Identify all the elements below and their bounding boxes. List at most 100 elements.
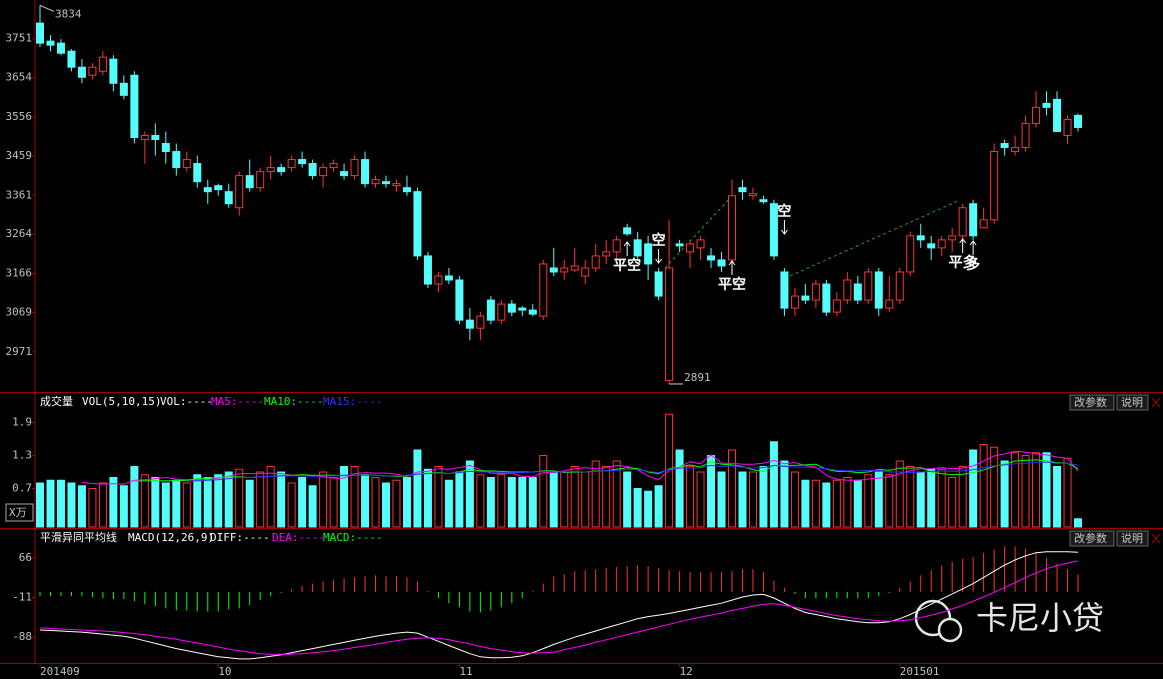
candle-body (161, 143, 170, 153)
candle-body (235, 175, 244, 209)
macd-line (39, 560, 1079, 655)
x-tick-label: 201501 (900, 665, 940, 678)
volume-bar (518, 477, 527, 528)
candle-body (214, 185, 223, 191)
candle-body (402, 187, 411, 193)
candle-body (1074, 114, 1082, 128)
candle-body (937, 239, 946, 249)
candle-body (507, 303, 516, 313)
volume-bar (759, 466, 768, 528)
volume-bar (88, 488, 97, 528)
candle-body (287, 159, 296, 169)
candle-body (67, 50, 76, 68)
y-tick-label: 0.7 (12, 482, 32, 495)
candle-body (224, 191, 233, 205)
candle-body (717, 259, 726, 267)
candle-body (549, 267, 558, 273)
candle-body (728, 195, 736, 261)
candle-body (423, 255, 432, 285)
candle-body (602, 251, 611, 257)
volume-bar (423, 468, 432, 528)
candle-body (245, 175, 254, 189)
volume-bar (843, 477, 852, 528)
close-icon[interactable] (1151, 397, 1161, 408)
candle-body (1000, 143, 1009, 149)
candle-body (581, 267, 590, 277)
y-tick-label: 3069 (6, 306, 33, 319)
candle-body (98, 56, 107, 72)
legend-vol: VOL:---- (160, 395, 213, 408)
volume-bar (172, 479, 181, 528)
button-frame[interactable] (1116, 394, 1149, 411)
button[interactable]: 改参数 (1074, 531, 1107, 545)
candle-body (874, 271, 883, 309)
volume-bar (455, 471, 464, 528)
volume-bar (277, 471, 286, 528)
volume-bar (350, 466, 359, 528)
watermark-text: 卡尼小贷 (976, 599, 1104, 637)
candle-body (895, 271, 904, 301)
unit-button-frame[interactable] (5, 503, 34, 522)
volume-bar (874, 471, 883, 528)
legend-entry: DEA:---- (272, 531, 325, 544)
candle-body (46, 40, 55, 46)
volume-bar (298, 477, 307, 528)
button-frame[interactable] (1116, 530, 1149, 547)
volume-bar (413, 449, 422, 528)
volume-bar (549, 471, 558, 528)
button[interactable]: 说明 (1121, 395, 1143, 409)
volume-ma-line (186, 461, 1079, 482)
vol-header: 成交量 VOL(5,10,15) VOL:---- (40, 394, 213, 408)
button[interactable]: 说明 (1121, 531, 1143, 545)
close-icon[interactable] (1151, 533, 1161, 544)
vol-title: 成交量 (40, 394, 73, 408)
x-tick-label: 11 (459, 665, 472, 678)
volume-bar (151, 477, 160, 528)
volume-bar (161, 482, 170, 528)
volume-bar (937, 468, 946, 528)
candle-body (654, 271, 663, 297)
volume-bar (140, 474, 149, 528)
volume-bar (969, 449, 978, 528)
candle-body (434, 275, 443, 285)
candle-body (665, 267, 674, 381)
volume-bar (979, 444, 988, 528)
macd-title: 平滑异同平均线 (40, 530, 117, 544)
button-frame[interactable] (1069, 530, 1115, 547)
volume-bar (340, 466, 349, 528)
button[interactable]: 改参数 (1074, 395, 1107, 409)
candle-body (707, 255, 716, 261)
candle-body (119, 82, 128, 96)
volume-bar (36, 482, 44, 528)
candle-body (308, 163, 317, 177)
candle-body (109, 58, 118, 84)
macd-line (39, 551, 1079, 660)
volume-bar (235, 468, 244, 528)
candle-body (675, 243, 684, 247)
high-label: 3834 (55, 7, 82, 20)
volume-bar (119, 485, 128, 528)
y-tick-label: 66 (19, 551, 32, 564)
button-frame[interactable] (1069, 394, 1115, 411)
candle-body (790, 295, 799, 309)
y-tick-label: 3654 (6, 71, 33, 84)
candle-body (465, 319, 474, 329)
candle-body (486, 299, 495, 321)
buttons-macd[interactable]: 改参数 说明 (1069, 530, 1161, 547)
signal-arrow-head (655, 258, 663, 264)
unit-button[interactable]: X万 (9, 506, 27, 519)
buttons-vol[interactable]: 改参数 说明 (1069, 394, 1161, 411)
x-tick-label: 201409 (40, 665, 80, 678)
candle-body (832, 299, 841, 313)
candle-body (56, 42, 65, 54)
volume-bar (444, 479, 453, 528)
signal-label: 平空 (613, 257, 641, 274)
candle-body (130, 74, 139, 138)
volume-bar (361, 474, 370, 528)
volume-bar (906, 466, 915, 528)
candle-body (277, 167, 286, 173)
y-tick-label: 1.3 (12, 449, 32, 462)
volume-bar (728, 449, 736, 528)
candle-body (1021, 122, 1030, 149)
y-tick-label: 3556 (6, 110, 33, 123)
